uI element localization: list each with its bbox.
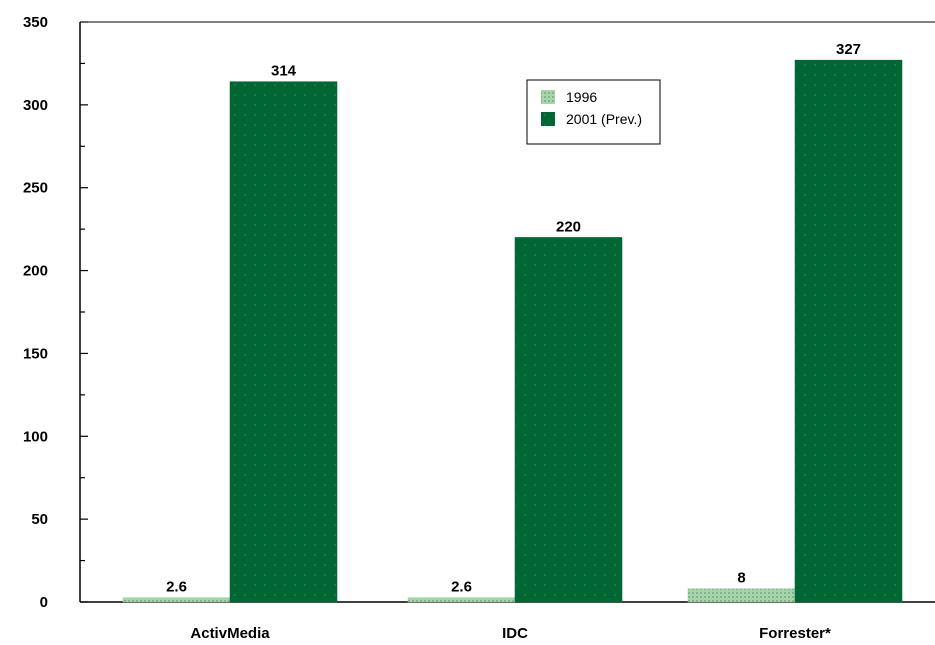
- y-tick-label: 200: [23, 263, 48, 280]
- y-tick-label: 150: [23, 345, 48, 362]
- data-label: 314: [271, 63, 297, 80]
- y-tick-label: 250: [23, 180, 48, 197]
- x-category-label: ActivMedia: [190, 625, 270, 642]
- legend-swatch: [541, 112, 555, 126]
- legend-label: 1996: [566, 89, 597, 105]
- y-tick-label: 350: [23, 14, 48, 31]
- data-label: 2.6: [166, 579, 187, 596]
- y-tick-label: 100: [23, 428, 48, 445]
- legend: 1996 2001 (Prev.): [526, 79, 661, 145]
- x-category-label: IDC: [502, 625, 528, 642]
- bar-2001-prev--activmedia: [229, 81, 338, 603]
- bar-1996-idc: [407, 597, 516, 603]
- data-label: 2.6: [451, 579, 472, 596]
- bar-1996-forrester-: [687, 588, 796, 603]
- bar-2001-prev--idc: [514, 237, 623, 603]
- data-labels: 2.6 314 2.6 220 8 327: [166, 41, 861, 596]
- category-labels: ActivMedia IDC Forrester*: [190, 625, 831, 642]
- data-label: 327: [836, 41, 861, 58]
- legend-swatch: [541, 90, 555, 104]
- legend-label: 2001 (Prev.): [566, 111, 642, 127]
- bar-1996-activmedia: [122, 597, 231, 603]
- y-axis-ticks: 0 50 100 150 200 250 300 350: [23, 14, 88, 611]
- y-tick-label: 0: [40, 594, 48, 611]
- bars: [122, 59, 903, 603]
- data-label: 220: [556, 218, 581, 235]
- data-label: 8: [737, 570, 745, 587]
- y-tick-label: 50: [31, 511, 48, 528]
- y-tick-label: 300: [23, 97, 48, 114]
- bar-2001-prev--forrester-: [794, 59, 903, 603]
- x-category-label: Forrester*: [759, 625, 831, 642]
